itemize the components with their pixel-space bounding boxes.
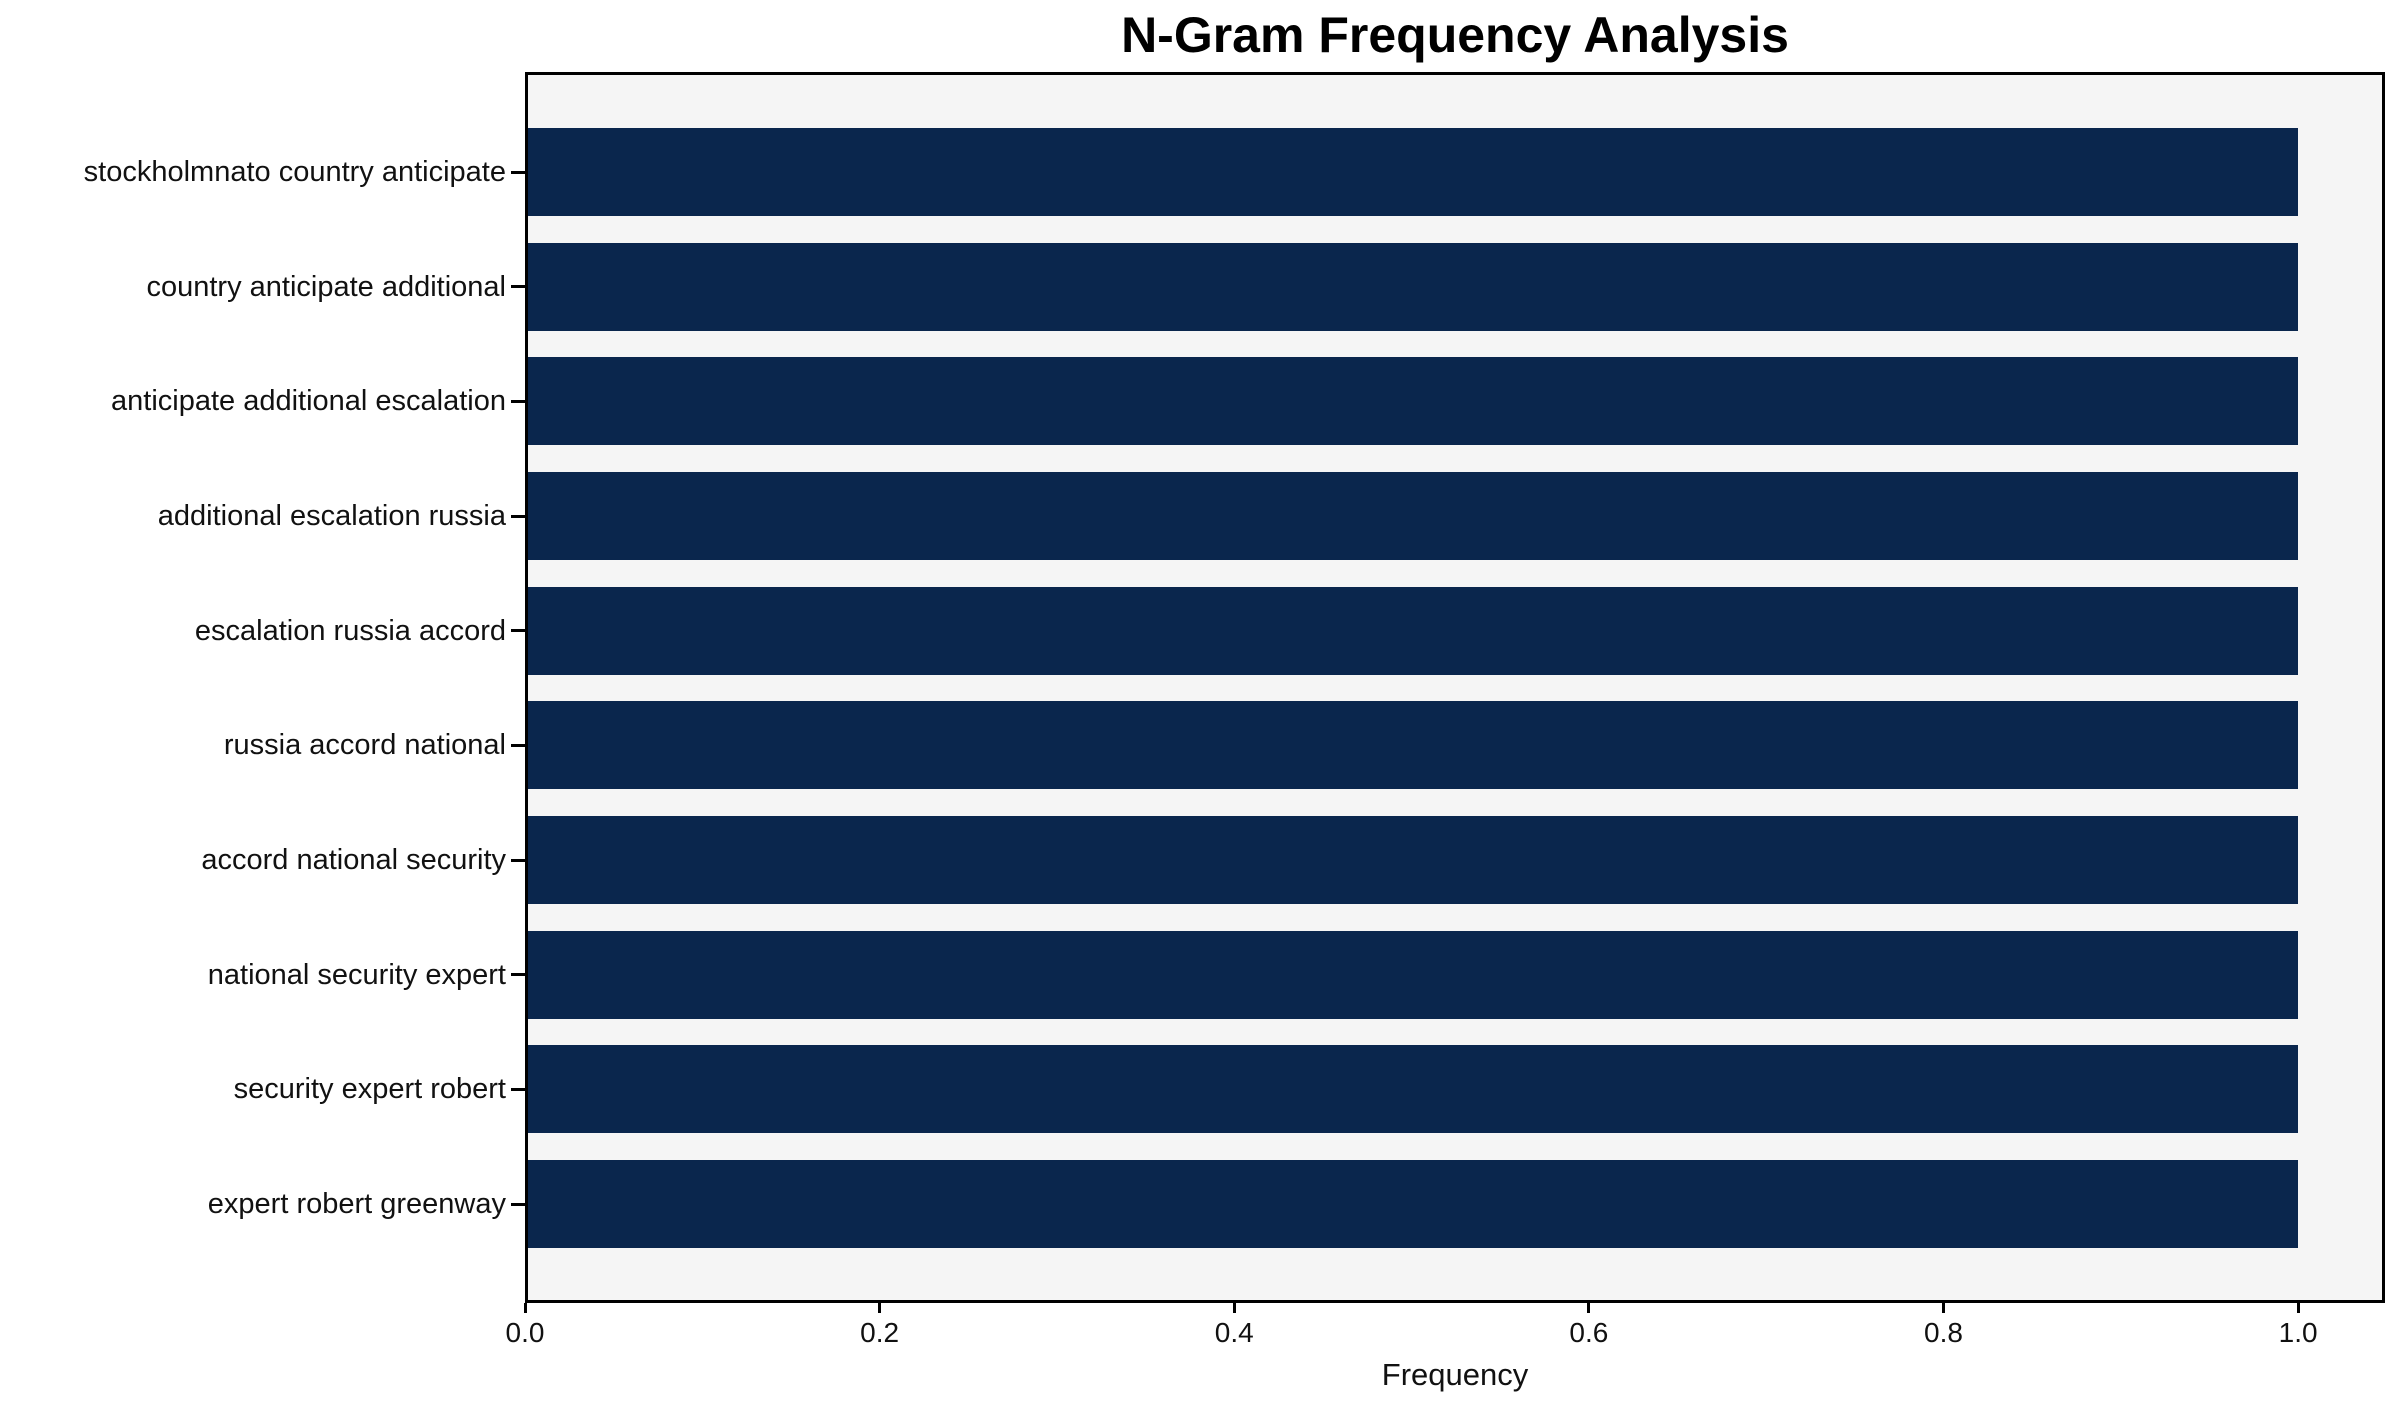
y-tick-label: accord national security xyxy=(201,844,506,877)
x-tick-label: 1.0 xyxy=(2278,1317,2318,1348)
y-tick-label: russia accord national xyxy=(223,729,506,762)
y-tick-mark xyxy=(511,170,525,174)
y-tick-mark xyxy=(511,1202,525,1206)
y-tick-mark xyxy=(511,629,525,633)
x-tick-mark xyxy=(523,1303,527,1313)
x-tick-label: 0.2 xyxy=(860,1317,900,1348)
bar xyxy=(525,586,2299,675)
x-tick-label: 0.4 xyxy=(1214,1317,1254,1348)
y-tick-label: stockholmnato country anticipate xyxy=(83,156,506,188)
x-tick-mark xyxy=(1232,1303,1236,1313)
bar xyxy=(525,1045,2299,1134)
y-tick-label: country anticipate additional xyxy=(146,270,506,303)
y-tick-mark xyxy=(511,285,525,289)
x-tick-mark xyxy=(878,1303,882,1313)
bar xyxy=(525,1160,2299,1249)
x-tick-label: 0.6 xyxy=(1569,1317,1609,1348)
y-tick-label: national security expert xyxy=(207,958,506,991)
y-tick-mark xyxy=(511,743,525,747)
plot-area xyxy=(525,72,2385,1303)
x-tick-mark xyxy=(2296,1303,2300,1313)
chart-title: N-Gram Frequency Analysis xyxy=(1121,7,1789,63)
bar xyxy=(525,242,2299,331)
bar xyxy=(525,472,2299,560)
bar xyxy=(525,128,2299,216)
y-tick-mark xyxy=(511,1087,525,1091)
bar xyxy=(525,701,2299,790)
x-tick-mark xyxy=(1587,1303,1591,1313)
x-tick-label: 0.0 xyxy=(505,1317,545,1348)
y-tick-label: escalation russia accord xyxy=(194,614,506,647)
y-tick-mark xyxy=(511,514,525,518)
bar xyxy=(525,930,2299,1019)
y-tick-label: expert robert greenway xyxy=(207,1188,506,1221)
y-tick-label: security expert robert xyxy=(233,1073,506,1106)
y-tick-mark xyxy=(511,399,525,403)
y-tick-label: additional escalation russia xyxy=(157,500,506,532)
x-tick-mark xyxy=(1941,1303,1945,1313)
y-tick-label: anticipate additional escalation xyxy=(111,385,506,418)
x-tick-label: 0.8 xyxy=(1924,1317,1963,1348)
x-axis-title: Frequency xyxy=(1381,1357,1529,1392)
y-tick-mark xyxy=(511,858,525,862)
y-tick-mark xyxy=(511,973,525,977)
bar xyxy=(525,816,2299,905)
bar xyxy=(525,357,2299,446)
